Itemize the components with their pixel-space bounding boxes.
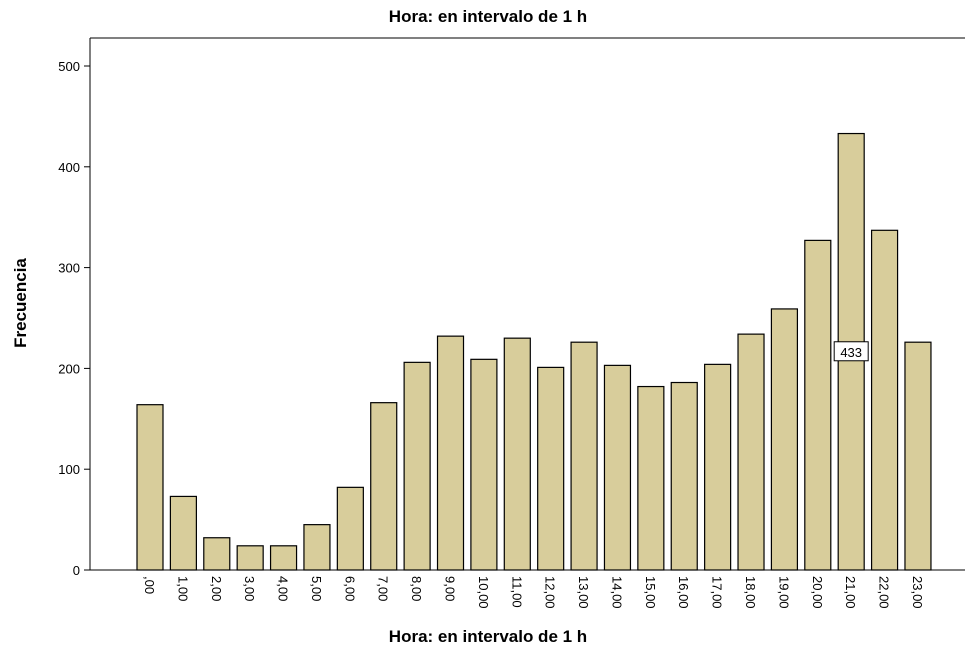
bar [537,366,565,571]
bar [603,364,632,571]
y-axis-title: Frecuencia [11,258,30,348]
x-tick-label: 7,00 [376,576,391,601]
bar [336,486,364,571]
bar [436,335,465,571]
y-tick-label: 500 [58,59,80,74]
x-tick-label: 4,00 [276,576,291,601]
x-tick-label: 10,00 [476,576,491,609]
bar [804,239,832,571]
bar [904,341,932,571]
x-tick-label: 20,00 [810,576,825,609]
bar [169,495,197,571]
bar [870,229,899,571]
bar [737,333,765,571]
bar [470,358,498,571]
bar [236,545,264,571]
bar [403,361,431,571]
bar [370,402,398,571]
bar [704,363,732,571]
y-tick-label: 200 [58,361,80,376]
x-tick-label: 11,00 [509,576,524,608]
bar [670,381,698,571]
x-tick-label: 15,00 [643,576,658,609]
y-tick-label: 400 [58,160,80,175]
x-tick-label: 19,00 [776,576,791,609]
x-tick-label: 5,00 [309,576,324,601]
x-tick-label: 8,00 [409,576,424,601]
x-tick-label: 21,00 [843,576,858,609]
y-tick-label: 100 [58,462,80,477]
bar [303,524,331,571]
x-tick-label: 18,00 [743,576,758,609]
bar [203,537,231,571]
bar [570,341,598,571]
x-tick-label: 17,00 [710,576,725,609]
bar [770,308,799,571]
data-label: 433 [840,345,862,360]
chart-title: Hora: en intervalo de 1 h [389,7,587,26]
x-tick-label: 23,00 [910,576,925,609]
bar [503,337,531,571]
bar [269,545,298,571]
x-tick-label: 13,00 [576,576,591,609]
x-tick-label: 3,00 [242,576,257,601]
x-tick-label: ,00 [142,576,157,594]
bar [136,404,164,571]
x-tick-label: 22,00 [877,576,892,609]
x-tick-label: 16,00 [676,576,691,609]
data-label-box [833,341,869,362]
x-axis-title: Hora: en intervalo de 1 h [389,627,587,646]
y-tick-label: 300 [58,261,80,276]
x-tick-label: 12,00 [543,576,558,609]
x-tick-label: 14,00 [609,576,624,609]
x-tick-label: 1,00 [175,576,190,601]
x-tick-label: 9,00 [443,576,458,601]
bar [637,385,665,571]
x-tick-label: 6,00 [342,576,357,601]
y-tick-label: 0 [73,563,80,578]
x-tick-label: 2,00 [209,576,224,601]
